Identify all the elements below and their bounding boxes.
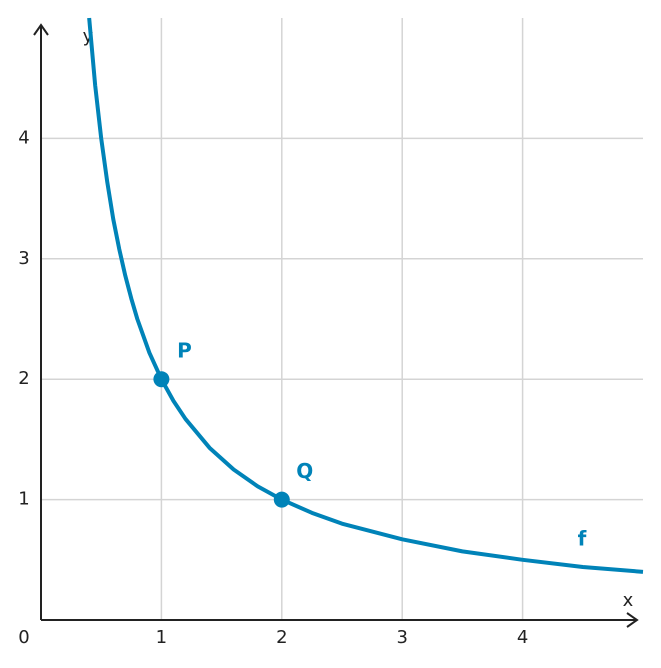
x-axis (41, 612, 639, 628)
x-axis-label: x (623, 590, 634, 611)
y-axis-label: y (83, 26, 94, 47)
y-tick-label: 2 (18, 368, 29, 389)
x-tick-label: 3 (396, 627, 407, 648)
curve-label: f (578, 527, 587, 551)
curve (87, 17, 644, 574)
x-tick-label: 1 (156, 627, 167, 648)
y-tick-label: 3 (18, 248, 29, 269)
point (273, 491, 290, 508)
x-tick-label: 2 (276, 627, 287, 648)
y-tick-label: 4 (18, 127, 29, 148)
point-label: Q (296, 459, 313, 483)
x-tick-label: 4 (517, 627, 528, 648)
y-tick-label: 1 (18, 489, 29, 510)
point (153, 371, 170, 388)
y-axis (33, 23, 49, 620)
origin-label: 0 (18, 627, 29, 648)
grid (41, 18, 643, 620)
point-label: P (177, 339, 192, 363)
